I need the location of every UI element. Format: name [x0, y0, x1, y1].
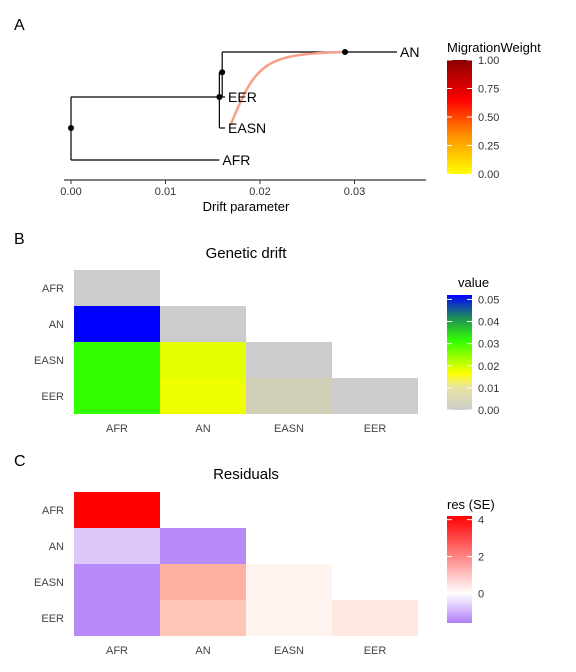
legend-value: value 0.05 0.04 0.03 0.02 0.01 0.00	[447, 275, 499, 417]
panel-label-b: B	[14, 231, 25, 248]
legend-ticks: 4 2 0	[447, 515, 484, 600]
x-tick-label: 0.02	[249, 186, 270, 198]
y-tick-label: AN	[49, 541, 64, 553]
tree-node	[216, 94, 223, 100]
x-axis-title: Drift parameter	[203, 199, 290, 214]
heatmap-cell	[246, 378, 332, 414]
legend-tick-label: 0	[478, 588, 484, 600]
x-tick-label: EASN	[274, 423, 304, 435]
legend-title: MigrationWeight	[447, 40, 541, 55]
tree-node	[219, 69, 226, 76]
heatmap-cell	[74, 270, 160, 306]
y-tick-label: EASN	[34, 355, 64, 367]
heatmap-cell	[246, 564, 332, 600]
legend-tick-label: 0.04	[478, 317, 499, 329]
panel-label-a: A	[14, 17, 25, 34]
heatmap-cell	[246, 342, 332, 378]
x-tick-label: EASN	[274, 645, 304, 657]
x-tick-label: AFR	[106, 423, 128, 435]
heatmap-cell	[74, 528, 160, 564]
tree-edges	[70, 51, 398, 161]
heatmap-cell	[332, 600, 418, 636]
legend-tick-label: 0.02	[478, 361, 499, 373]
x-tick-label: 0.03	[344, 186, 365, 198]
x-tick-label: 0.01	[155, 186, 176, 198]
x-axis-ticks: 0.00 0.01 0.02 0.03	[60, 180, 365, 198]
tree-tip-labels: AN EER EASN AFR	[222, 44, 419, 168]
legend-migration-weight: MigrationWeight 1.00 0.75 0.50 0.25 0.00	[447, 40, 541, 181]
legend-tick-label: 0.25	[478, 141, 499, 153]
tree-node	[68, 125, 74, 131]
heatmap-cell	[74, 378, 160, 414]
tip-label: AFR	[222, 152, 250, 168]
heatmap-cell	[160, 342, 246, 378]
y-tick-label: AFR	[42, 505, 64, 517]
heatmap-axis-labels: AFR AN EASN EER AFR AN EASN EER	[34, 283, 386, 435]
y-tick-label: EASN	[34, 577, 64, 589]
panel-a: A AN EER EASN AFR 0.00 0.01 0.02 0.03 Drift pa…	[14, 17, 541, 214]
heatmap-cell	[74, 564, 160, 600]
legend-ticks: 0.05 0.04 0.03 0.02 0.01 0.00	[447, 294, 499, 417]
legend-tick-label: 4	[478, 515, 484, 527]
heatmap-cell	[160, 306, 246, 342]
tree-nodes	[68, 49, 349, 131]
legend-tick-label: 0.00	[478, 405, 499, 417]
legend-tick-label: 0.01	[478, 383, 499, 395]
tree-node	[342, 49, 349, 55]
heatmap-cell	[160, 564, 246, 600]
legend-tick-label: 0.05	[478, 294, 499, 306]
legend-tick-label: 0.50	[478, 112, 499, 124]
heatmap-cell	[160, 528, 246, 564]
heatmap-cell	[160, 600, 246, 636]
legend-tick-label: 2	[478, 552, 484, 564]
panel-b: B Genetic drift AFR AN EASN EER AFR AN EASN EER…	[14, 231, 499, 435]
heatmap-cell	[246, 600, 332, 636]
y-tick-label: AFR	[42, 283, 64, 295]
panel-c: C Residuals AFR AN EASN EER AFR AN EASN EER res…	[14, 453, 495, 657]
x-tick-label: AFR	[106, 645, 128, 657]
heatmap-axis-labels: AFR AN EASN EER AFR AN EASN EER	[34, 505, 386, 657]
heatmap-cells	[74, 492, 418, 636]
tip-label: AN	[400, 44, 419, 60]
heatmap-cell	[160, 378, 246, 414]
x-tick-label: EER	[364, 645, 387, 657]
legend-colorbar	[447, 295, 472, 410]
heatmap-cell	[332, 378, 418, 414]
legend-tick-label: 0.03	[478, 339, 499, 351]
heatmap-cell	[74, 600, 160, 636]
legend-tick-label: 1.00	[478, 55, 499, 67]
tip-label: EASN	[228, 120, 266, 136]
chart-title: Genetic drift	[206, 245, 288, 262]
x-tick-label: AN	[195, 423, 210, 435]
legend-title: value	[458, 275, 489, 290]
legend-tick-label: 0.00	[478, 169, 499, 181]
tip-label: EER	[228, 89, 257, 105]
x-tick-label: AN	[195, 645, 210, 657]
migration-arrow	[229, 50, 347, 126]
chart-title: Residuals	[213, 466, 279, 483]
y-tick-label: EER	[41, 613, 64, 625]
legend-title: res (SE)	[447, 497, 495, 512]
x-tick-label: 0.00	[60, 186, 81, 198]
heatmap-cell	[74, 492, 160, 528]
panel-label-c: C	[14, 453, 26, 470]
legend-colorbar	[447, 516, 472, 623]
heatmap-cell	[74, 342, 160, 378]
legend-tick-label: 0.75	[478, 84, 499, 96]
y-tick-label: AN	[49, 319, 64, 331]
legend-residuals: res (SE) 4 2 0	[447, 497, 495, 623]
x-tick-label: EER	[364, 423, 387, 435]
y-tick-label: EER	[41, 391, 64, 403]
heatmap-cells	[74, 270, 418, 414]
heatmap-cell	[74, 306, 160, 342]
legend-ticks: 1.00 0.75 0.50 0.25 0.00	[447, 55, 499, 181]
